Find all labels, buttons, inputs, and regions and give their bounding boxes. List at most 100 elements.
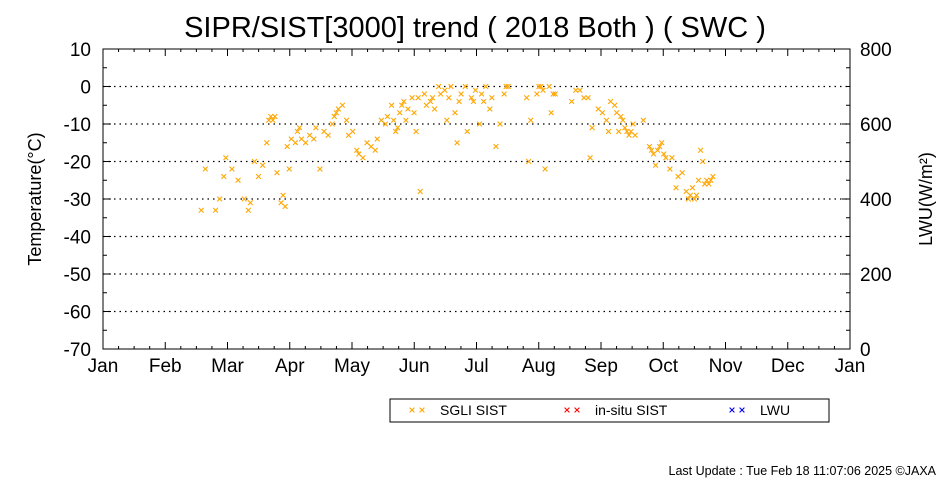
data-point: [452, 109, 458, 116]
y-axis-label: Temperature(°C): [25, 132, 45, 265]
data-point: [331, 113, 338, 120]
data-point: [693, 192, 700, 199]
data-point: [472, 87, 479, 94]
data-point: [313, 124, 319, 131]
y-tick-label: -30: [64, 190, 91, 211]
data-point: [667, 166, 673, 172]
data-point: [550, 91, 557, 97]
data-point: [501, 91, 507, 97]
data-point: [489, 94, 495, 101]
data-point: [241, 196, 248, 202]
data-point: [640, 117, 647, 124]
data-point: [646, 143, 653, 150]
data-point: [462, 83, 469, 90]
data-point: [699, 158, 706, 165]
data-point: [270, 117, 276, 124]
x-tick-label: Nov: [709, 356, 743, 377]
data-point: [415, 94, 421, 101]
data-point: [648, 147, 655, 154]
data-point: [429, 94, 436, 101]
data-point: [542, 166, 548, 172]
y-tick-label: -20: [64, 153, 91, 174]
data-point: [390, 117, 397, 124]
data-point: [599, 109, 606, 116]
data-point: [505, 83, 512, 90]
data-point: [669, 154, 675, 161]
data-point: [548, 109, 554, 116]
legend-marker: [729, 407, 735, 413]
data-point: [624, 128, 630, 135]
legend: SGLI SIST in-situ SIST LWU: [389, 398, 830, 423]
data-point: [265, 117, 272, 124]
x-tick-label: Apr: [275, 356, 305, 377]
x-tick-label: Jan: [88, 356, 119, 377]
legend-marker: [419, 407, 425, 413]
data-point: [527, 117, 534, 124]
legend-label: SGLI SIST: [440, 402, 507, 418]
data-point: [435, 83, 442, 90]
data-point: [251, 158, 258, 165]
legend-box: [389, 398, 830, 423]
data-point: [296, 124, 303, 131]
data-point: [480, 98, 487, 105]
data-point: [482, 83, 489, 90]
data-point: [353, 147, 360, 154]
data-point: [372, 147, 378, 154]
data-point: [413, 128, 419, 135]
data-point: [581, 94, 587, 101]
plot-frame: [102, 48, 851, 350]
data-point: [540, 87, 546, 94]
data-point: [405, 106, 411, 112]
data-point: [427, 98, 434, 105]
data-point: [705, 181, 712, 187]
data-point: [245, 207, 252, 214]
data-point: [622, 124, 628, 131]
data-point: [198, 207, 205, 214]
data-point: [617, 113, 624, 120]
data-point: [431, 106, 438, 112]
data-point: [325, 132, 331, 139]
data-point: [660, 151, 667, 157]
data-point: [446, 94, 452, 101]
x-tick-label: Sep: [584, 356, 618, 377]
data-point: [708, 177, 714, 184]
x-tick-label: Dec: [771, 356, 805, 377]
data-point: [272, 113, 278, 120]
data-point: [523, 94, 530, 101]
data-point: [603, 117, 610, 124]
data-point: [615, 128, 622, 135]
data-point: [403, 117, 409, 124]
data-point: [360, 154, 366, 161]
data-point: [382, 121, 389, 127]
data-point: [268, 113, 274, 120]
axis-ticks: [102, 48, 851, 350]
data-point: [585, 94, 591, 101]
data-point: [448, 83, 454, 90]
data-point: [384, 113, 391, 120]
data-point: [216, 196, 223, 202]
data-point: [703, 177, 710, 184]
data-point: [572, 87, 579, 94]
x-tick-label: May: [334, 356, 370, 377]
data-point: [487, 106, 493, 112]
data-point: [538, 83, 544, 90]
data-point: [394, 124, 401, 131]
data-point: [294, 128, 301, 135]
data-point: [656, 143, 663, 150]
y2-axis-label: LWU(W/m²): [916, 152, 936, 246]
data-point: [392, 128, 399, 135]
data-point: [349, 128, 356, 135]
data-point: [691, 196, 698, 202]
data-point: [444, 117, 450, 124]
legend-item: LWU: [729, 402, 790, 418]
data-point: [411, 109, 417, 116]
data-point: [286, 166, 293, 172]
data-point: [396, 109, 403, 116]
data-point: [235, 177, 241, 184]
data-point: [401, 98, 407, 105]
legend-marker: [564, 407, 570, 413]
data-point: [652, 162, 659, 169]
data-point: [263, 139, 270, 146]
x-tick-label: Feb: [149, 356, 182, 377]
y2-tick-label: 600: [860, 115, 892, 136]
